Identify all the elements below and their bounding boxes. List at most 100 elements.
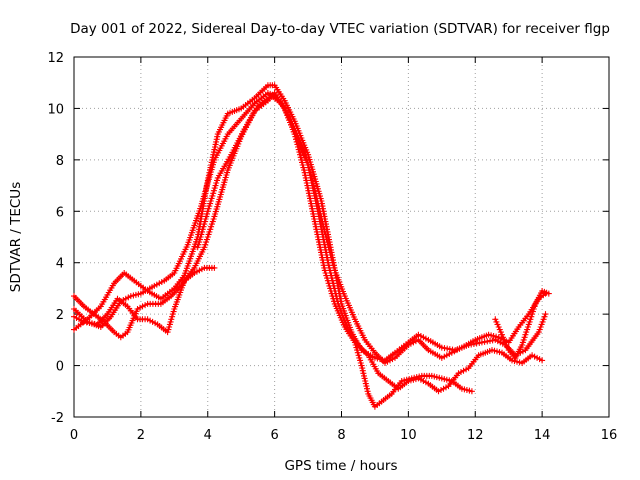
data-point [167,318,174,325]
data-point [207,226,214,233]
data-point [210,190,217,197]
data-point [322,231,329,238]
data-point [206,228,213,235]
data-point [301,167,308,174]
data-point [306,167,313,174]
data-point [327,285,334,292]
data-point [212,144,218,150]
data-point [318,216,325,222]
data-point [213,180,220,186]
data-point [297,154,304,161]
data-point [355,352,362,359]
data-point [328,288,334,294]
data-point [360,370,367,377]
data-point [309,208,316,215]
data-point [324,277,331,284]
data-point [201,218,208,225]
data-point [494,321,501,328]
data-point [497,329,504,336]
data-point [357,357,364,364]
data-point [364,385,370,392]
data-point [320,262,327,269]
data-point [514,358,520,365]
data-point [213,138,220,145]
data-point [202,241,209,248]
x-tick-label: 12 [467,428,484,443]
chart-title: Day 001 of 2022, Sidereal Day-to-day VTE… [70,21,610,37]
data-point [327,252,334,258]
data-point [127,293,134,300]
data-point [352,342,359,348]
plot-frame [73,56,610,418]
data-point [204,210,210,217]
x-axis-label: GPS time / hours [284,458,397,474]
data-point [331,298,337,305]
data-point [211,146,218,153]
series-track-2 [71,90,546,395]
data-point [500,334,507,341]
data-point [354,349,361,356]
data-point [319,221,326,228]
data-point [362,378,369,384]
data-point [197,234,204,240]
data-point [524,324,531,330]
data-point [195,241,202,248]
data-point [302,151,309,158]
data-point [305,190,312,197]
series-track-3 [71,90,475,410]
y-tick-label: 12 [47,51,64,66]
data-point [210,216,217,222]
data-point [303,180,310,186]
y-tick-label: 4 [56,257,64,272]
data-point [324,239,331,246]
data-point [492,316,499,323]
data-point [139,303,146,310]
y-tick-label: 2 [56,308,64,323]
data-point [207,200,214,207]
data-point [530,306,537,312]
data-point [528,313,535,320]
data-point [203,236,210,243]
data-point [214,133,221,140]
data-point [165,326,172,333]
x-tick-label: 2 [137,428,145,443]
data-point [539,357,546,364]
data-point [170,308,177,315]
data-point [204,208,211,215]
data-point [499,331,505,338]
data-point [526,318,533,325]
axis-ticks: 0 2 4 6 8 10 12 14 16 -2 0 2 4 6 8 10 12 [47,51,617,443]
data-point [329,257,336,264]
data-point [305,162,312,168]
data-point [351,339,358,346]
data-point [468,388,475,395]
data-point [311,187,318,194]
data-point [361,375,368,382]
data-point [542,311,549,318]
data-point [322,270,329,276]
data-point [503,342,510,348]
data-point [314,198,321,204]
data-point [354,347,361,354]
data-point [307,198,314,204]
data-point [473,340,480,347]
data-point [519,342,526,348]
data-point [540,316,547,323]
data-point [196,236,203,243]
data-point [325,244,332,251]
data-point [313,195,320,202]
data-point [204,234,211,240]
y-tick-label: 10 [47,102,64,117]
data-series [71,82,552,410]
series-line [196,94,547,365]
data-point [299,162,306,168]
data-point [325,280,332,287]
data-point [317,244,323,251]
data-point [329,293,336,300]
data-point [529,308,536,315]
data-point [307,169,314,176]
data-point [364,388,371,395]
data-point [359,365,366,372]
data-point [363,383,370,390]
data-point [166,324,173,330]
